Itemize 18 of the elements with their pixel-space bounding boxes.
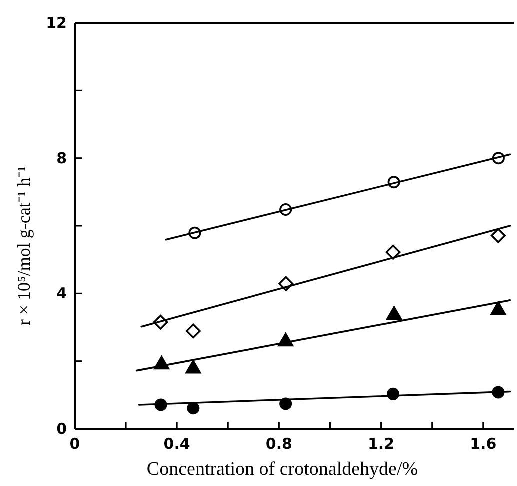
point bbox=[186, 324, 201, 339]
y-tick-label: 12 bbox=[46, 14, 67, 32]
y-axis-title: r × 10⁵/mol g-cat⁻¹ h⁻¹ bbox=[14, 166, 34, 326]
point bbox=[386, 306, 402, 320]
point bbox=[386, 244, 401, 260]
x-tick-label: 1.2 bbox=[368, 435, 395, 453]
x-tick-label: 0.4 bbox=[164, 435, 190, 453]
point bbox=[186, 360, 202, 374]
y-tick-label: 4 bbox=[56, 284, 67, 303]
point bbox=[187, 402, 200, 415]
x-tick-label: 0 bbox=[70, 435, 80, 453]
y-tick-label: 8 bbox=[56, 149, 67, 168]
x-tick-label: 0.8 bbox=[266, 435, 292, 453]
y-tick-label: 0 bbox=[56, 420, 67, 438]
point bbox=[490, 302, 506, 316]
x-axis-title: Concentration of crotonaldehyde/% bbox=[146, 459, 418, 480]
point bbox=[490, 228, 506, 244]
x-tick-label: 1.6 bbox=[470, 435, 497, 453]
